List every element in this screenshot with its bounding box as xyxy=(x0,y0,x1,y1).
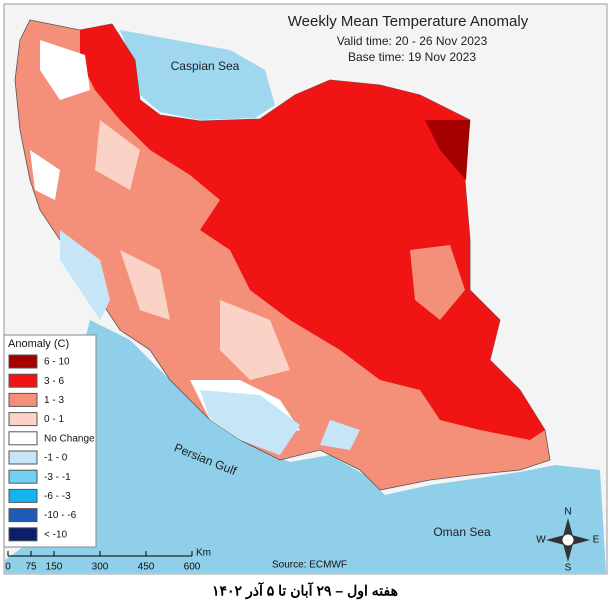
compass-s: S xyxy=(565,563,572,574)
sea-label: Caspian Sea xyxy=(171,59,240,73)
source: Source: ECMWF xyxy=(272,560,347,571)
legend-swatch xyxy=(8,488,38,503)
legend-label: No Change xyxy=(44,433,95,444)
caspian-sea xyxy=(120,30,275,120)
region-0-1 xyxy=(95,120,290,380)
legend-swatch xyxy=(8,392,38,407)
legend-label: 3 - 6 xyxy=(44,376,64,387)
legend-label: -6 - -3 xyxy=(44,491,71,502)
legend-swatch xyxy=(8,508,38,523)
legend-swatch xyxy=(8,450,38,465)
scale-unit: Km xyxy=(196,548,211,559)
scale-label: 600 xyxy=(184,562,201,573)
legend-label: < -10 xyxy=(44,529,68,540)
legend-swatch xyxy=(8,469,38,484)
sea-label: Oman Sea xyxy=(433,525,491,539)
legend-swatch xyxy=(8,431,38,446)
scale-bar: 0 75 150 300 450 600 Km xyxy=(5,548,211,573)
region-1-3-patch xyxy=(410,245,465,320)
legend: 6 - 10 3 - 6 1 - 3 0 - 1 No Change -1 - 0 -3 -… xyxy=(8,354,95,542)
compass-n: N xyxy=(564,507,571,518)
scale-label: 0 xyxy=(5,562,11,573)
region-no-change xyxy=(30,40,300,440)
region-6-10 xyxy=(425,120,470,180)
compass-center xyxy=(561,533,575,547)
caption: هفته اول – ۲۹ آبان تا ۵ آذر ۱۴۰۲ xyxy=(212,582,398,600)
scale-label: 450 xyxy=(138,562,155,573)
compass: N S E W xyxy=(536,507,599,574)
scale-label: 150 xyxy=(46,562,63,573)
compass-e: E xyxy=(593,535,600,546)
legend-label: -10 - -6 xyxy=(44,510,77,521)
legend-swatch xyxy=(8,373,38,388)
legend-swatch xyxy=(8,412,38,427)
region-3-6 xyxy=(80,24,545,440)
legend-title: Anomaly (C) xyxy=(8,338,69,350)
compass-w: W xyxy=(536,535,546,546)
legend-label: -3 - -1 xyxy=(44,472,71,483)
legend-swatch xyxy=(8,354,38,369)
scale-label: 300 xyxy=(92,562,109,573)
map-title: Weekly Mean Temperature Anomaly xyxy=(288,13,529,30)
legend-label: 0 - 1 xyxy=(44,414,64,425)
valid-time: Valid time: 20 - 26 Nov 2023 xyxy=(337,34,488,48)
legend-label: 1 - 3 xyxy=(44,395,64,406)
legend-swatch xyxy=(8,527,38,542)
legend-label: -1 - 0 xyxy=(44,453,68,464)
gulf-and-oman-sea xyxy=(5,320,606,573)
base-time: Base time: 19 Nov 2023 xyxy=(348,50,476,64)
scale-label: 75 xyxy=(25,562,37,573)
region-minus-1-0 xyxy=(60,230,360,455)
legend-label: 6 - 10 xyxy=(44,357,70,368)
